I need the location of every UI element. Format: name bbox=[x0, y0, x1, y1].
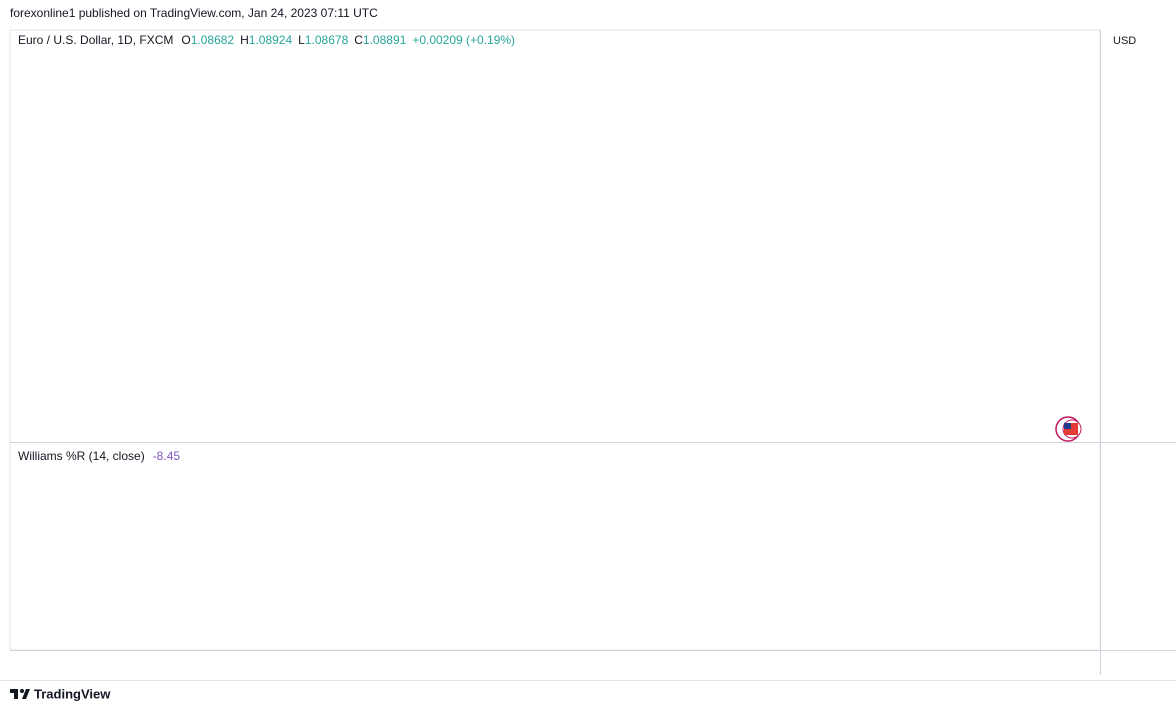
change-value: +0.00209 (+0.19%) bbox=[412, 33, 515, 47]
high-value: 1.08924 bbox=[249, 33, 293, 47]
logo-mark bbox=[10, 689, 18, 699]
flag-icon bbox=[1055, 416, 1082, 442]
open-value: 1.08682 bbox=[191, 33, 235, 47]
open-label: O bbox=[181, 33, 190, 47]
high-label: H bbox=[240, 33, 249, 47]
low-label: L bbox=[298, 33, 305, 47]
flag-canton bbox=[1064, 423, 1071, 429]
brand-logo bbox=[10, 689, 30, 699]
indicator-legend: Williams %R (14, close) -8.45 bbox=[18, 449, 180, 463]
close-label: C bbox=[354, 33, 363, 47]
close-value: 1.08891 bbox=[363, 33, 407, 47]
symbol-title: Euro / U.S. Dollar, 1D, FXCM bbox=[18, 33, 173, 47]
logo-slash bbox=[22, 689, 30, 699]
indicator-title: Williams %R (14, close) bbox=[18, 449, 145, 463]
currency-label: USD bbox=[1113, 35, 1136, 47]
indicator-value: -8.45 bbox=[153, 449, 181, 463]
publisher-line: forexonline1 published on TradingView.co… bbox=[10, 6, 378, 20]
symbol-legend: Euro / U.S. Dollar, 1D, FXCM O1.08682 H1.0… bbox=[18, 33, 515, 47]
logo-dot bbox=[20, 689, 24, 693]
brand-name: TradingView bbox=[34, 686, 111, 701]
low-value: 1.08678 bbox=[305, 33, 349, 47]
